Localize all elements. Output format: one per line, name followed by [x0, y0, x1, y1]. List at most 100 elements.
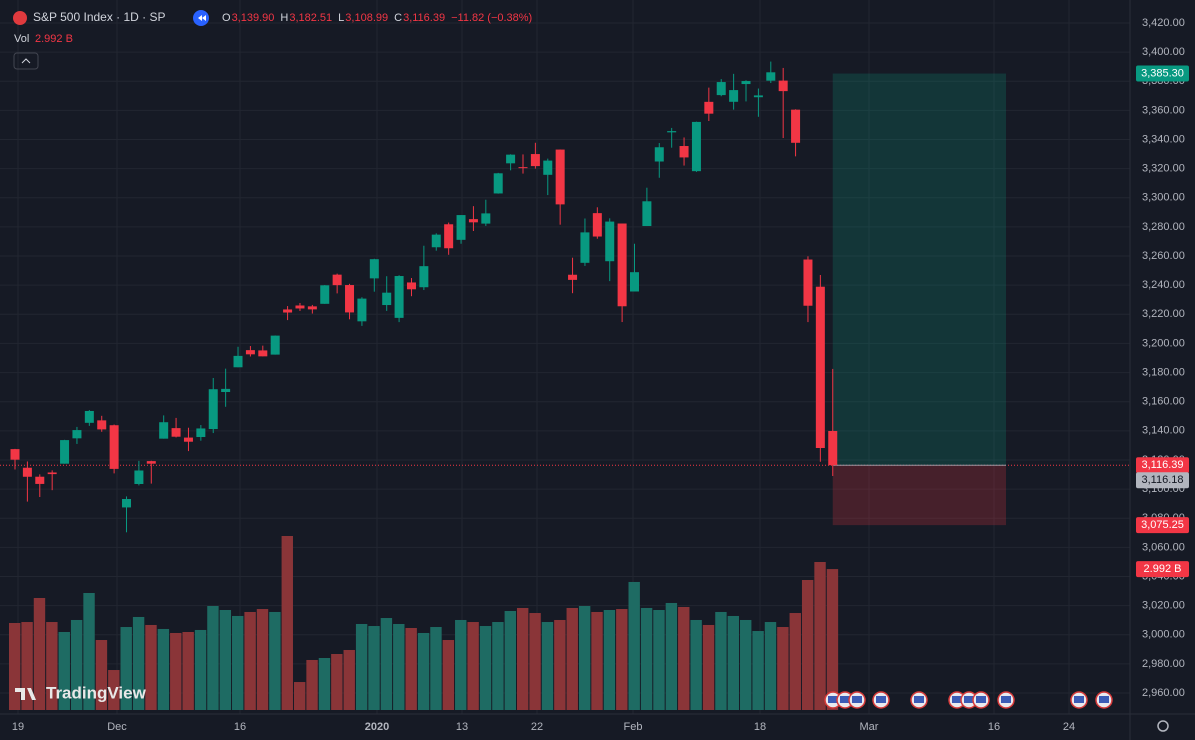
candle-body: [171, 428, 181, 437]
volume-bar: [826, 569, 839, 710]
y-tick-label: 3,060.00: [1142, 541, 1185, 553]
volume-bar: [566, 607, 578, 710]
volume-bar: [157, 628, 170, 710]
settings-icon[interactable]: [1157, 720, 1169, 732]
volume-bar: [777, 627, 789, 710]
x-tick-label: 19: [12, 721, 24, 733]
symbol-title[interactable]: S&P 500 Index · 1D · SP: [33, 10, 166, 24]
legend-key: O: [222, 12, 231, 24]
y-tick-label: 3,320.00: [1142, 163, 1185, 175]
volume-bar: [603, 609, 616, 710]
volume-bar: [529, 613, 541, 710]
legend-key: C: [394, 12, 402, 24]
symbol-icon[interactable]: [13, 11, 27, 25]
volume-bar: [740, 619, 752, 710]
volume-bar: [665, 602, 678, 710]
candle-body: [580, 232, 590, 263]
candle-body: [555, 149, 565, 205]
target-price-tag-bg: [1136, 65, 1189, 82]
candles: [10, 61, 838, 533]
candle-body: [84, 410, 94, 423]
candle-body: [97, 420, 107, 430]
marker-price-tag-bg: [1136, 472, 1189, 489]
volume-bar: [752, 631, 764, 710]
volume-bar: [380, 618, 393, 710]
event-flag: [1001, 696, 1011, 703]
volume-bar: [108, 670, 120, 710]
loss-zone[interactable]: [832, 465, 1006, 526]
candle-body: [493, 173, 503, 194]
event-markers[interactable]: [824, 691, 1113, 709]
volume-bar: [393, 623, 405, 710]
candle-body: [221, 388, 231, 393]
last-price-tag-bg: [1136, 457, 1189, 474]
volume-bar: [430, 627, 442, 710]
candle-body: [183, 437, 193, 442]
candle-body: [679, 146, 689, 158]
event-flag: [840, 696, 850, 703]
legend-key: H: [280, 12, 288, 24]
candle-body: [369, 259, 379, 279]
volume-bar: [789, 613, 801, 710]
candle-body: [394, 276, 404, 318]
volume-bar: [504, 610, 516, 710]
volume-bar: [232, 615, 244, 710]
volume-bar: [244, 611, 256, 710]
y-tick-label: 3,360.00: [1142, 104, 1185, 116]
candle-body: [109, 425, 119, 469]
y-tick-label: 3,140.00: [1142, 425, 1185, 437]
y-tick-label: 3,300.00: [1142, 192, 1185, 204]
y-tick-label: 3,240.00: [1142, 279, 1185, 291]
event-flag: [852, 696, 862, 703]
volume-bar: [120, 627, 132, 710]
volume-bar: [715, 611, 727, 710]
profit-zone[interactable]: [832, 73, 1006, 466]
volume-bar: [653, 609, 665, 710]
candle-body: [283, 309, 293, 313]
candle-body: [704, 101, 714, 114]
volume-bar: [269, 611, 281, 710]
volume-bar: [21, 622, 33, 710]
y-tick-label: 3,400.00: [1142, 46, 1185, 58]
candle-body: [592, 213, 602, 237]
candle-body: [159, 422, 169, 439]
candle-body: [196, 428, 206, 438]
event-flag: [876, 696, 886, 703]
x-tick-label: 16: [988, 721, 1000, 733]
volume-bar: [132, 616, 145, 710]
candle-body: [270, 335, 280, 355]
y-tick-label: 3,000.00: [1142, 629, 1185, 641]
event-flag: [1074, 696, 1084, 703]
x-tick-label: 18: [754, 721, 766, 733]
position-tool[interactable]: [832, 73, 1006, 526]
volume-bar: [194, 629, 207, 710]
volume-bar: [814, 562, 826, 710]
candle-body: [791, 109, 801, 143]
candle-body: [332, 274, 342, 286]
volume-bar: [331, 653, 343, 710]
volume-bar: [516, 607, 529, 710]
volume-bar: [293, 682, 306, 710]
volume-bar: [467, 622, 479, 710]
volume-bar: [355, 623, 368, 710]
volume-bar: [318, 657, 331, 710]
candle-body: [828, 430, 838, 466]
volume-bar: [492, 622, 504, 710]
collapse-button[interactable]: [13, 52, 39, 70]
y-tick-label: 3,220.00: [1142, 308, 1185, 320]
volume-bar: [219, 609, 232, 710]
marker-price-tag: 3,116.18: [1141, 474, 1183, 486]
volume-tag-bg: [1136, 561, 1189, 578]
candle-body: [146, 461, 156, 464]
settings-button[interactable]: [1157, 720, 1169, 732]
stop-price-tag: 3,075.25: [1141, 519, 1184, 531]
candle-body: [753, 95, 763, 98]
candle-body: [729, 90, 739, 102]
volume-bar: [281, 536, 293, 710]
volume-bar: [727, 615, 740, 710]
x-tick-label: 22: [531, 721, 543, 733]
y-tick-label: 3,420.00: [1142, 17, 1185, 29]
candle-body: [803, 259, 813, 306]
volume-bar: [83, 592, 95, 710]
candle-body: [630, 272, 639, 292]
